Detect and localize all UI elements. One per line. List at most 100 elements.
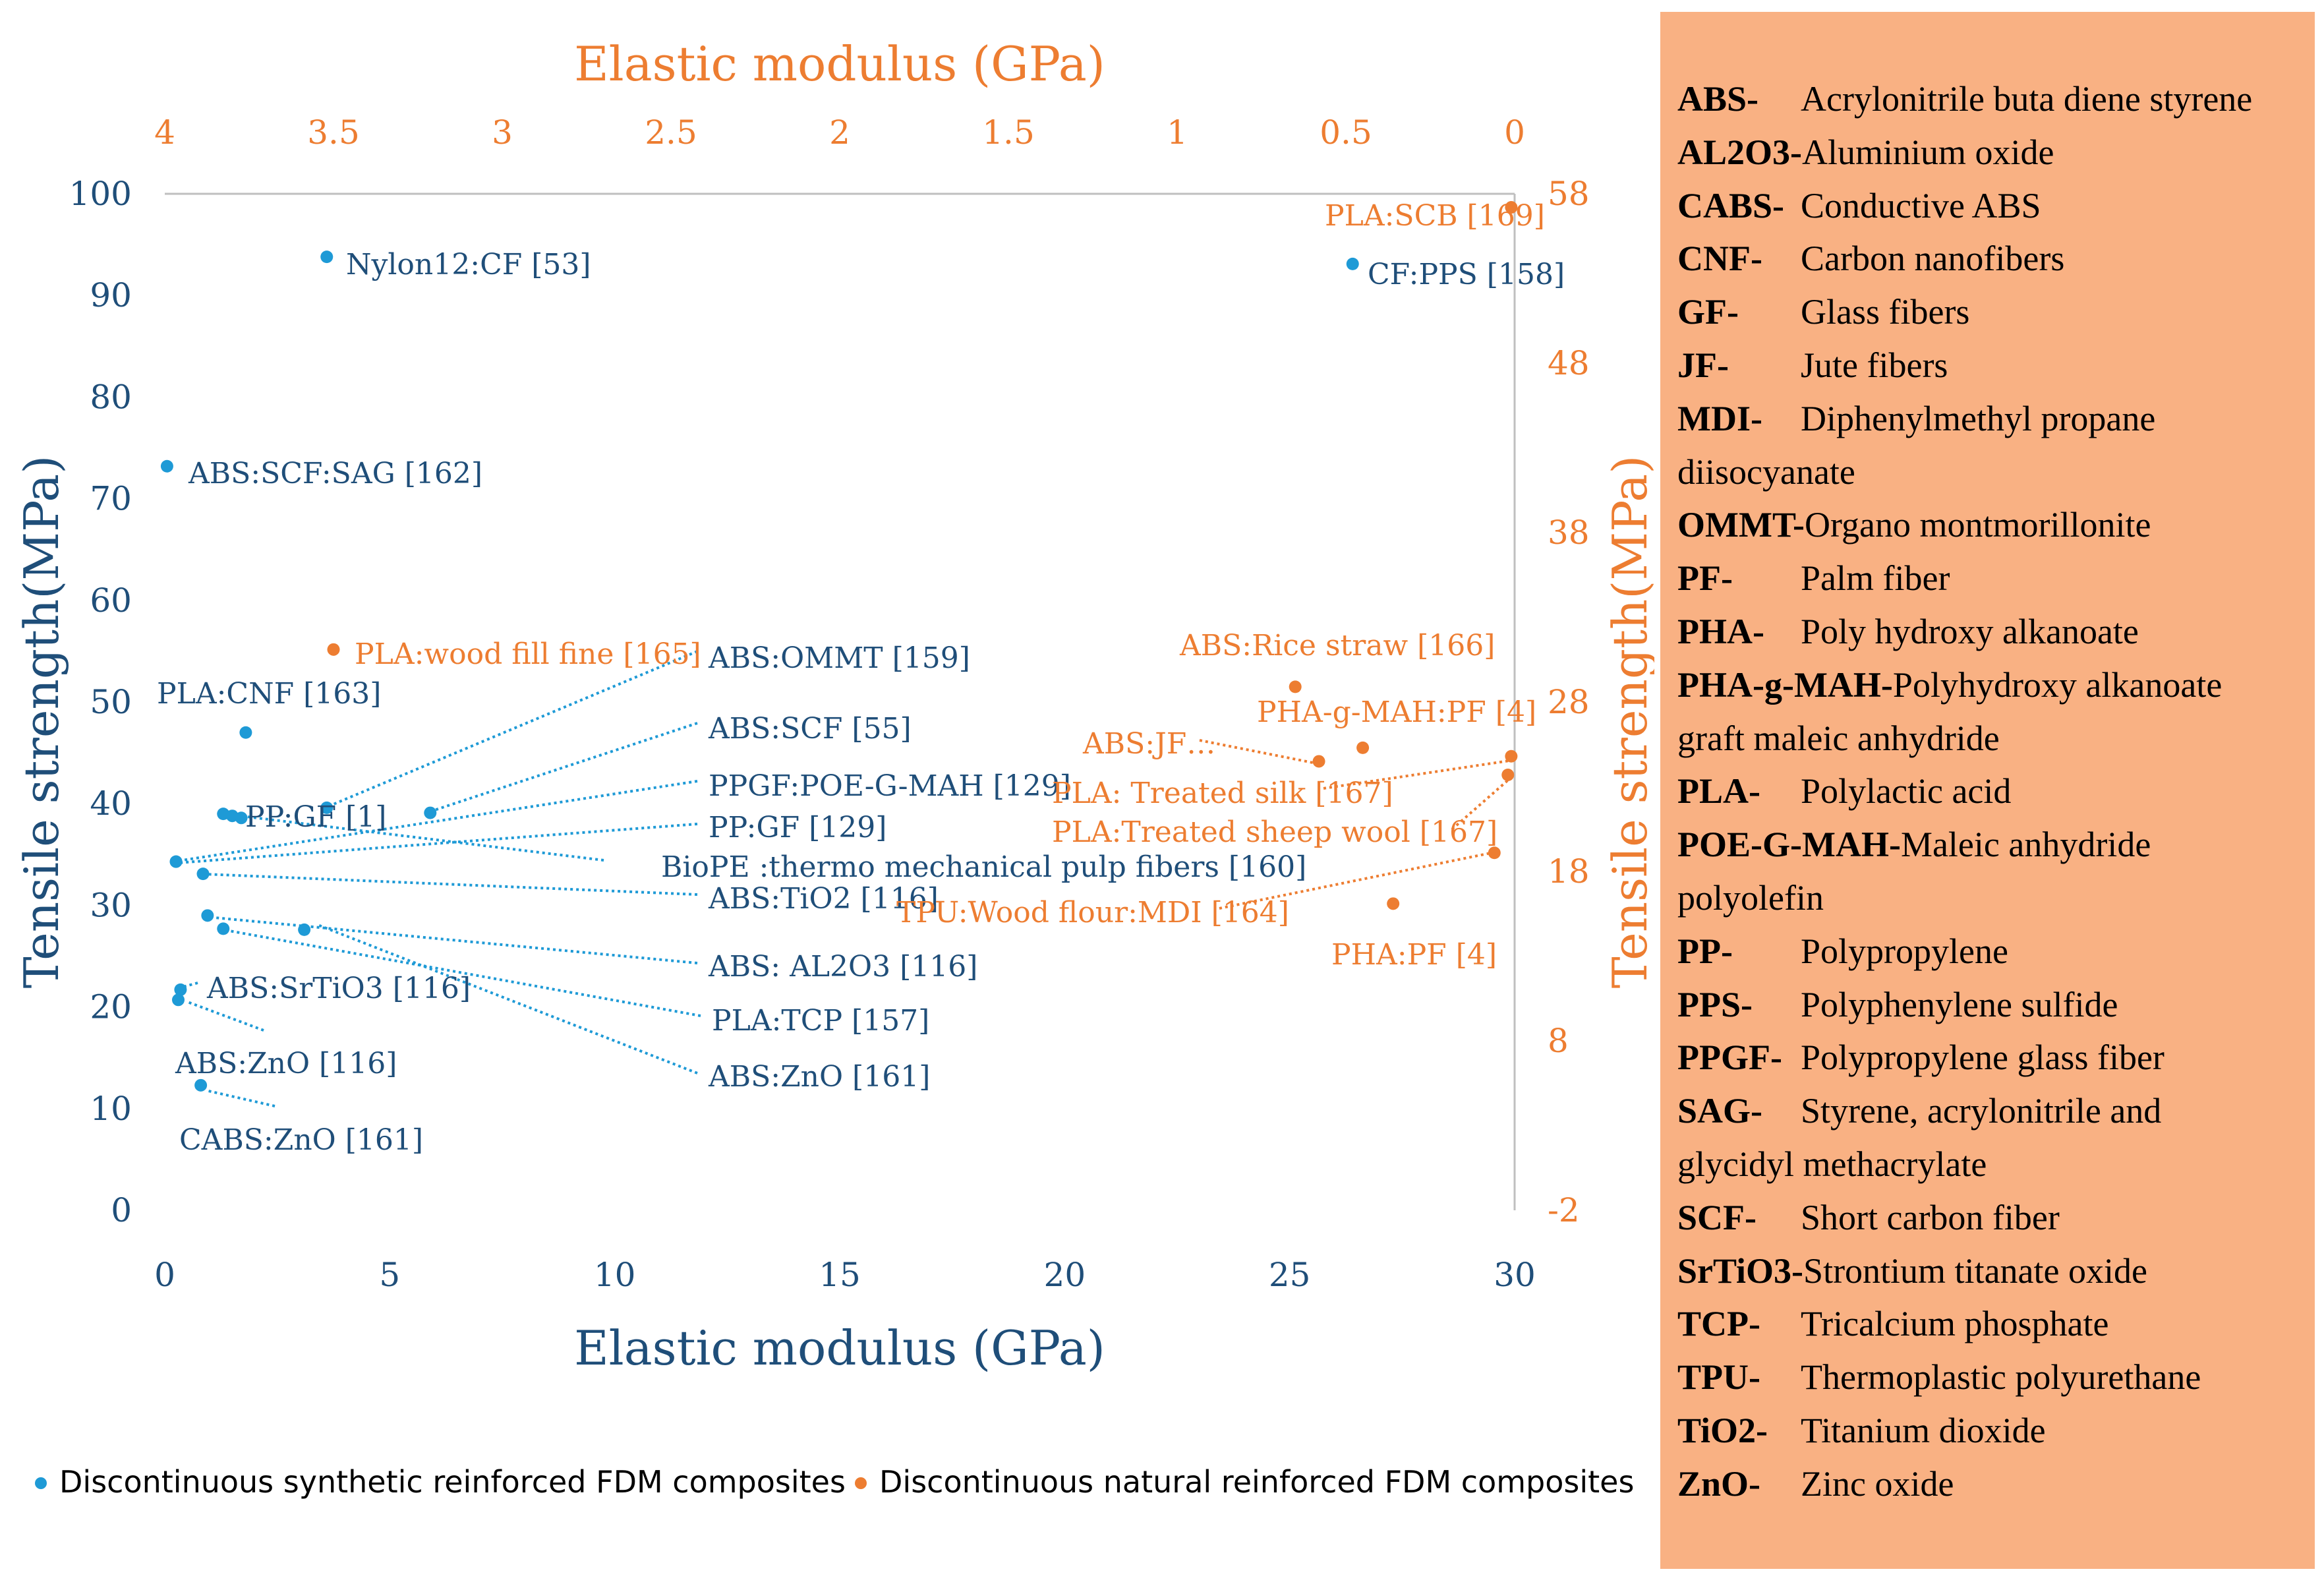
data-point bbox=[320, 801, 334, 814]
leader-line bbox=[428, 722, 698, 813]
abbreviation-key: JF- bbox=[1677, 345, 1729, 385]
secondary-y-tick-label: 8 bbox=[1548, 1022, 1569, 1060]
abbreviation-row: PHA-g-MAH-Polyhydroxy alkanoate bbox=[1677, 659, 2315, 712]
data-label: ABS:ZnO [116] bbox=[175, 1047, 397, 1080]
y-tick-label: 100 bbox=[69, 175, 132, 213]
abbreviation-row: SrTiO3-Strontium titanate oxide bbox=[1677, 1245, 2315, 1298]
abbreviation-row: PPS- Polyphenylene sulfide bbox=[1677, 978, 2315, 1032]
abbreviation-key: POE-G-MAH- bbox=[1677, 825, 1901, 865]
abbreviation-key: ABS- bbox=[1677, 79, 1759, 119]
y-tick-label: 70 bbox=[90, 480, 132, 518]
leader-line bbox=[177, 780, 698, 862]
abbreviation-row: PPGF- Polypropylene glass fiber bbox=[1677, 1031, 2315, 1084]
data-label: Nylon12:CF [53] bbox=[346, 248, 591, 281]
secondary-y-tick-label: 18 bbox=[1548, 852, 1590, 891]
secondary-y-tick-label: 28 bbox=[1548, 683, 1590, 721]
abbreviation-definition: Diphenylmethyl propane bbox=[1801, 398, 2156, 438]
x-tick-label: 15 bbox=[819, 1256, 861, 1294]
data-point bbox=[174, 983, 187, 996]
data-label: BioPE :thermo mechanical pulp fibers [16… bbox=[661, 850, 1306, 884]
x-tick-label: 10 bbox=[594, 1256, 636, 1294]
data-point bbox=[160, 459, 173, 473]
secondary-y-tick-label: 58 bbox=[1548, 175, 1590, 213]
abbreviation-key: GF- bbox=[1677, 292, 1739, 332]
abbreviation-row: ZnO- Zinc oxide bbox=[1677, 1457, 2315, 1511]
secondary-x-tick-label: 2 bbox=[829, 113, 850, 152]
abbreviation-row: CNF- Carbon nanofibers bbox=[1677, 232, 2315, 285]
y-tick-label: 90 bbox=[90, 276, 132, 314]
leader-line bbox=[1323, 759, 1510, 790]
data-label: ABS:OMMT [159] bbox=[708, 641, 970, 675]
abbreviation-definition: Glass fibers bbox=[1801, 292, 1970, 332]
abbreviation-definition: Polypropylene glass fiber bbox=[1801, 1038, 2164, 1078]
abbreviation-row: POE-G-MAH-Maleic anhydride bbox=[1677, 818, 2315, 871]
abbreviation-definition: Short carbon fiber bbox=[1801, 1197, 2060, 1237]
secondary-x-tick-label: 3.5 bbox=[307, 113, 360, 152]
leader-line bbox=[204, 873, 698, 896]
abbreviation-key: CABS- bbox=[1677, 185, 1785, 225]
data-label: PLA: Treated silk [167] bbox=[1052, 777, 1393, 810]
legend-marker bbox=[855, 1477, 867, 1489]
secondary-y-tick-label: 48 bbox=[1548, 344, 1590, 382]
y-tick-label: 0 bbox=[111, 1191, 132, 1229]
leader-line bbox=[1199, 739, 1320, 765]
abbreviation-definition: Thermoplastic polyurethane bbox=[1801, 1357, 2201, 1397]
abbreviation-key: TPU- bbox=[1677, 1357, 1760, 1397]
leader-line bbox=[1451, 777, 1512, 831]
data-point bbox=[194, 1078, 208, 1092]
abbreviation-row: diisocyanate bbox=[1677, 446, 2315, 499]
abbreviation-row: SAG- Styrene, acrylonitrile and bbox=[1677, 1084, 2315, 1138]
abbreviation-definition: Palm fiber bbox=[1801, 558, 1950, 599]
leader-line bbox=[214, 916, 698, 964]
data-point bbox=[327, 643, 340, 656]
x-axis-title: Elastic modulus (GPa) bbox=[574, 1320, 1105, 1376]
abbreviation-definition: Poly hydroxy alkanoate bbox=[1801, 611, 2139, 651]
data-label: PLA:CNF [163] bbox=[157, 677, 381, 711]
abbreviation-key: PP- bbox=[1677, 931, 1733, 971]
abbreviation-key: PHA- bbox=[1677, 611, 1764, 651]
abbreviation-row: graft maleic anhydride bbox=[1677, 712, 2315, 765]
abbreviation-row: MDI- Diphenylmethyl propane bbox=[1677, 392, 2315, 446]
data-point bbox=[1289, 680, 1302, 693]
abbreviation-definition: diisocyanate bbox=[1677, 452, 1855, 492]
data-point bbox=[169, 855, 183, 868]
data-label: ABS:JF… bbox=[1082, 727, 1215, 761]
abbreviation-definition: Aluminium oxide bbox=[1802, 132, 2054, 172]
data-label: PPGF:POE-G-MAH [129] bbox=[709, 769, 1071, 803]
data-label: PP:GF [1] bbox=[245, 800, 386, 834]
legend: Discontinuous synthetic reinforced FDM c… bbox=[35, 1464, 1634, 1500]
abbreviations-panel: ABS- Acrylonitrile buta diene styrene AL2O… bbox=[1660, 12, 2315, 1569]
abbreviation-definition: Maleic anhydride bbox=[1900, 825, 2151, 865]
x-tick-label: 0 bbox=[154, 1256, 175, 1294]
data-label: ABS:ZnO [161] bbox=[708, 1060, 930, 1094]
abbreviation-key: CNF- bbox=[1677, 239, 1762, 279]
data-point bbox=[424, 806, 437, 819]
abbreviation-definition: polyolefin bbox=[1677, 877, 1824, 918]
data-label: CF:PPS [158] bbox=[1368, 258, 1565, 291]
data-point bbox=[1505, 201, 1518, 214]
abbreviation-key: TCP- bbox=[1677, 1304, 1760, 1344]
abbreviation-key: PLA- bbox=[1677, 771, 1760, 811]
abbreviation-key: SrTiO3- bbox=[1677, 1250, 1804, 1291]
abbreviation-definition: Conductive ABS bbox=[1801, 185, 2041, 225]
data-point bbox=[1387, 897, 1400, 910]
abbreviation-definition: Zinc oxide bbox=[1801, 1463, 1954, 1504]
abbreviation-row: PF- Palm fiber bbox=[1677, 552, 2315, 605]
abbreviation-definition: Styrene, acrylonitrile and bbox=[1801, 1091, 2162, 1131]
data-label: ABS:Rice straw [166] bbox=[1179, 629, 1495, 662]
y-axis-title: Tensile strength(MPa) bbox=[14, 456, 69, 989]
data-point bbox=[1312, 755, 1325, 768]
data-point bbox=[1501, 769, 1515, 782]
abbreviation-key: ZnO- bbox=[1677, 1463, 1761, 1504]
leader-line bbox=[177, 823, 698, 864]
data-label: PHA:PF [4] bbox=[1331, 938, 1497, 972]
data-point bbox=[196, 868, 210, 881]
abbreviation-definition: Titanium dioxide bbox=[1801, 1410, 2046, 1450]
secondary-y-tick-label: 38 bbox=[1548, 514, 1590, 552]
leader-line bbox=[1219, 852, 1492, 910]
abbreviation-definition: Acrylonitrile buta diene styrene bbox=[1801, 79, 2253, 119]
x-tick-label: 30 bbox=[1494, 1256, 1536, 1294]
abbreviation-key: TiO2- bbox=[1677, 1410, 1768, 1450]
secondary-y-axis-title: Tensile strength(MPa) bbox=[1602, 456, 1654, 989]
